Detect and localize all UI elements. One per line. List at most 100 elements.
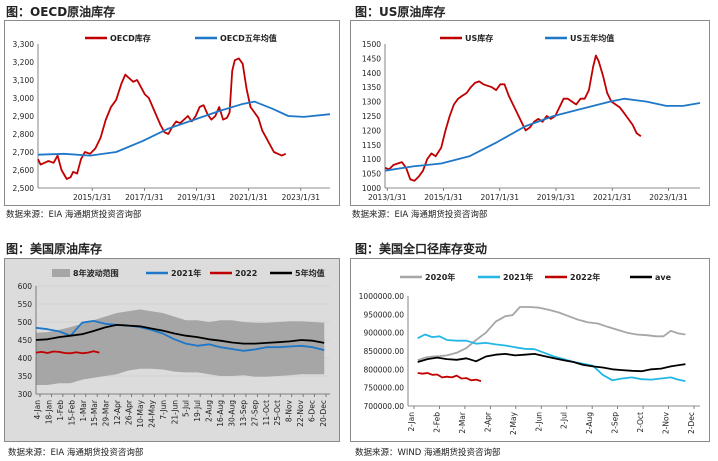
y-tick-label-1: 350 [18,372,33,381]
y-tick-label-4: 2,900 [13,112,35,121]
x-tick-label-18: 13-Sep [239,400,248,427]
legend-label-0: OECD库存 [110,33,151,43]
series-line-1 [37,100,331,157]
y-tick-label-4: 1200 [362,126,381,135]
y-tick-label-0: 300 [18,390,33,399]
x-tick-label-10: 24-May [147,399,156,427]
x-tick-label-25: 20-Dec [319,400,328,427]
x-tick-label-2: 2-Mar [458,411,467,434]
source-us-weekly: 数据来源：EIA 海通期货投资咨询部 [8,448,144,458]
x-tick-label-19: 27-Sep [250,400,259,427]
y-tick-label-1: 1050 [362,170,381,179]
y-tick-label-2: 1100 [362,155,381,164]
y-tick-label-8: 1400 [362,69,381,78]
y-tick-label-3: 2,800 [13,130,35,139]
legend-label-2: 2022年 [570,272,600,282]
y-tick-label-3: 850000.00 [363,347,404,356]
chart-frame-oecd [4,20,340,206]
x-tick-label-11: 7-Jun [159,400,168,420]
x-tick-label-23: 22-Nov [296,399,305,426]
legend-label-0: 8年波动范围 [73,268,119,278]
y-tick-label-1: 2,600 [13,166,35,175]
x-tick-label-1: 2017/1/31 [125,193,164,202]
series-line-3 [417,353,686,373]
y-tick-label-10: 1500 [362,40,381,49]
legend-label-0: 2020年 [425,272,455,282]
y-tick-label-8: 3,300 [13,40,35,49]
x-tick-label-5: 2-Jun [534,412,543,432]
chart-title-us: 图：US原油库存 [355,5,446,19]
legend-label-0: US库存 [465,33,493,43]
y-tick-label-7: 1350 [362,83,381,92]
y-tick-label-6: 1300 [362,98,381,107]
x-tick-label-3: 15-Feb [67,400,76,426]
y-tick-label-2: 800000.00 [363,365,404,374]
series-line-1 [384,97,701,172]
x-tick-label-3: 2021/1/31 [229,193,268,202]
x-tick-label-1: 2015/1/31 [424,193,463,202]
x-tick-label-4: 2-May [509,411,518,435]
y-tick-label-5: 1250 [362,112,381,121]
x-tick-label-1: 2-Feb [432,412,441,433]
x-tick-label-4: 2023/1/31 [282,193,321,202]
y-tick-label-1: 750000.00 [363,384,404,393]
y-tick-label-4: 900000.00 [363,329,404,338]
x-tick-label-6: 29-Mar [102,399,111,426]
y-tick-label-2: 400 [18,354,33,363]
x-tick-label-1: 18-Jan [44,400,53,424]
x-tick-label-5: 15-Mar [90,399,99,426]
y-tick-label-4: 500 [18,318,33,327]
y-tick-label-2: 2,700 [13,148,35,157]
legend-label-1: 2021年 [503,272,533,282]
legend-label-1: US五年均值 [570,33,614,43]
x-tick-label-12: 21-Jun [170,400,179,425]
chart-title-us-total: 图：美国全口径库存变动 [355,242,488,256]
series-line-2 [35,324,325,345]
legend-label-3: ave [655,273,672,282]
series-line-0 [37,57,287,180]
series-line-0 [417,306,686,362]
chart-title-us-weekly: 图：美国原油库存 [6,242,103,256]
legend-label-2: 2022 [235,269,257,278]
y-tick-label-0: 2,500 [13,184,35,193]
x-tick-label-8: 26-Apr [125,399,134,425]
source-us-total: 数据来源：WIND 海通期货投资咨询部 [355,448,501,458]
y-tick-label-6: 1000000.00 [359,292,405,301]
x-tick-label-0: 2-Jan [407,412,416,432]
x-tick-label-13: 5-Jul [182,400,191,417]
y-tick-label-3: 450 [18,336,33,345]
range-band-area [36,309,325,385]
y-tick-label-0: 1000 [362,184,381,193]
x-tick-label-3: 2019/1/31 [537,193,576,202]
series-line-0 [384,54,642,182]
x-tick-label-4: 2021/1/31 [593,193,632,202]
legend-label-1: OECD五年均值 [220,33,277,43]
x-tick-label-20: 11-Oct [262,400,271,425]
x-tick-label-22: 8-Nov [285,399,294,422]
y-tick-label-5: 3,000 [13,94,35,103]
x-tick-label-10: 2-Nov [662,411,671,434]
series-line-2 [417,372,482,382]
x-tick-label-2: 2017/1/31 [481,193,520,202]
x-tick-label-9: 2-Oct [636,412,645,433]
x-tick-label-16: 16-Aug [216,400,225,427]
chart-title-oecd: 图：OECD原油库存 [6,5,116,19]
x-tick-label-0: 2013/1/31 [368,193,407,202]
series-line-1 [35,350,100,355]
series-line-1 [417,333,686,382]
y-tick-label-9: 1450 [362,54,381,63]
x-tick-label-14: 19-Jul [193,400,202,422]
source-us: 数据来源：EIA 海通期货投资咨询部 [352,210,488,220]
y-tick-label-6: 3,100 [13,76,35,85]
x-tick-label-2: 2019/1/31 [177,193,216,202]
y-tick-label-6: 600 [18,282,33,291]
legend-label-1: 2021年 [171,268,201,278]
y-tick-label-5: 950000.00 [363,310,404,319]
series-line-0 [35,320,325,352]
x-tick-label-17: 30-Aug [227,400,236,427]
legend-label-3: 5年均值 [295,268,325,278]
